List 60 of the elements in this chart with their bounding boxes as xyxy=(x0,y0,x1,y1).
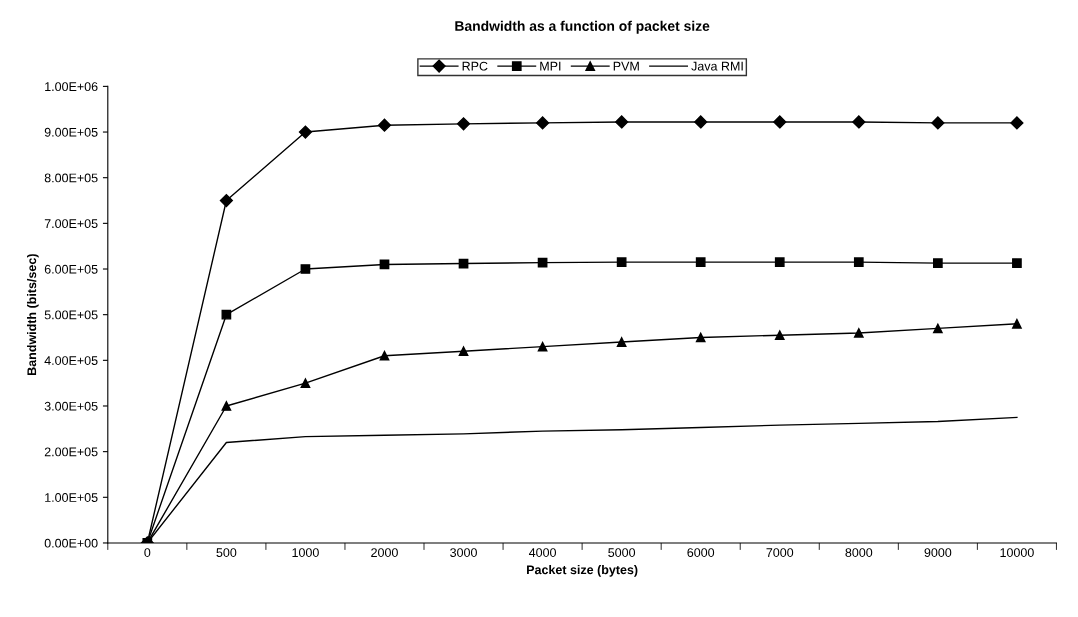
point xyxy=(221,401,232,411)
point xyxy=(219,193,233,208)
chart-title: Bandwidth as a function of packet size xyxy=(455,20,710,34)
y-tick-label: 8.00E+05 xyxy=(44,173,98,183)
y-tick-label: 9.00E+05 xyxy=(44,127,98,137)
x-tick-label: 4000 xyxy=(528,548,557,557)
x-tick-label: 6000 xyxy=(687,548,715,557)
point xyxy=(852,115,866,129)
point xyxy=(1012,258,1022,268)
point xyxy=(379,350,390,361)
point xyxy=(456,117,471,131)
point xyxy=(931,116,945,130)
y-tick-label: 7.00E+05 xyxy=(44,219,98,229)
y-axis-title: Bandwidth (bits/sec) xyxy=(27,254,39,375)
point xyxy=(695,332,706,343)
point xyxy=(1010,116,1024,130)
y-tick-label: 0.00E+00 xyxy=(44,538,98,548)
point xyxy=(300,264,311,274)
point xyxy=(853,257,864,268)
point xyxy=(1012,318,1022,329)
x-axis-title: Packet size (bytes) xyxy=(527,565,638,577)
y-tick-label: 3.00E+05 xyxy=(44,401,98,411)
point xyxy=(694,115,708,129)
point xyxy=(616,337,627,347)
point xyxy=(615,115,629,129)
y-tick-label: 4.00E+05 xyxy=(44,356,98,365)
point xyxy=(300,378,311,389)
y-tick-label: 5.00E+05 xyxy=(44,310,98,320)
x-tick-label: 5000 xyxy=(608,548,636,557)
legend-label: MPI xyxy=(540,61,561,71)
legend-label: Java RMI xyxy=(691,61,743,71)
point xyxy=(298,125,313,139)
point xyxy=(537,341,548,352)
x-tick-label: 500 xyxy=(216,548,237,557)
y-tick-label: 6.00E+05 xyxy=(44,264,98,274)
point xyxy=(616,257,627,268)
point xyxy=(695,257,706,268)
point xyxy=(932,258,943,268)
point xyxy=(458,346,469,357)
x-tick-label: 9000 xyxy=(924,548,952,557)
x-tick-label: 10000 xyxy=(1000,548,1034,557)
legend-label: RPC xyxy=(462,61,488,71)
point xyxy=(853,328,864,338)
x-tick-label: 0 xyxy=(144,548,151,557)
point xyxy=(774,330,785,341)
x-tick-label: 3000 xyxy=(450,548,477,557)
point xyxy=(377,118,392,132)
point xyxy=(773,115,787,129)
point xyxy=(774,257,785,268)
x-tick-label: 1000 xyxy=(292,548,319,557)
point xyxy=(932,323,943,334)
x-tick-label: 2000 xyxy=(371,548,398,557)
point xyxy=(221,309,232,320)
x-tick-label: 8000 xyxy=(845,548,873,557)
x-tick-label: 7000 xyxy=(766,548,794,557)
legend-label: PVM xyxy=(613,61,639,71)
y-tick-label: 2.00E+05 xyxy=(44,447,98,457)
y-tick-label: 1.00E+05 xyxy=(45,493,98,502)
y-tick-label: 1.00E+06 xyxy=(45,82,98,92)
point xyxy=(536,116,550,130)
